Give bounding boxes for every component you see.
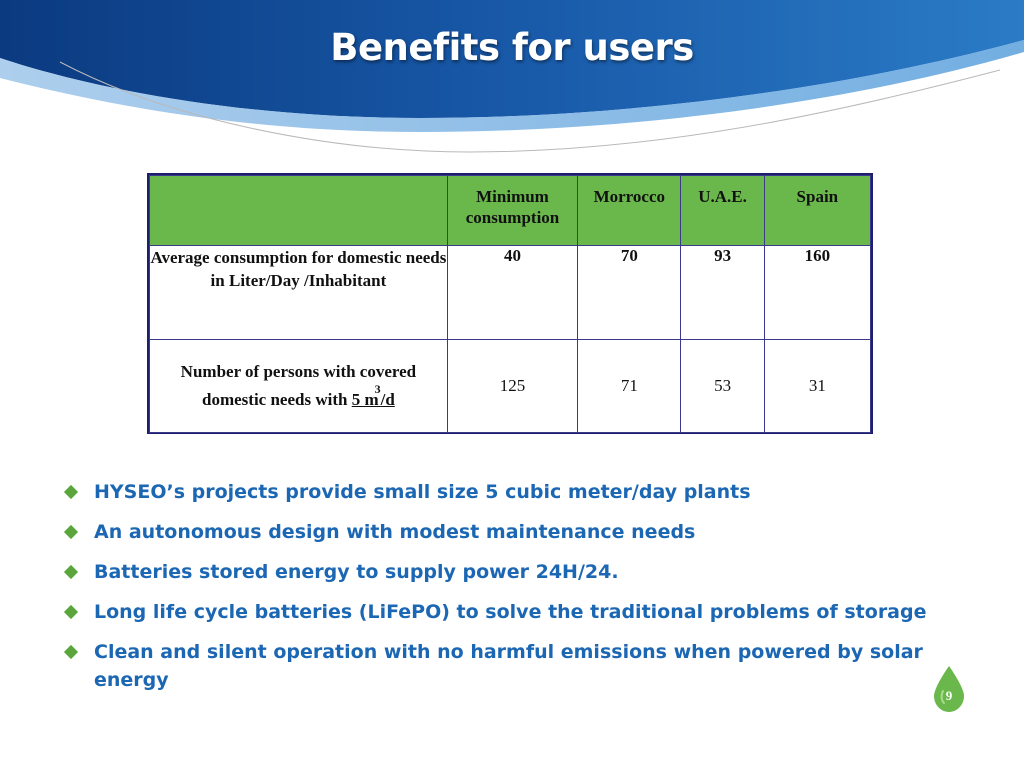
table-cell: 71 <box>577 339 682 433</box>
list-item: HYSEO’s projects provide small size 5 cu… <box>62 478 952 506</box>
table-cell: 40 <box>446 245 579 340</box>
diamond-bullet-icon <box>63 604 79 620</box>
table-cell: 160 <box>763 245 872 340</box>
slide-title: Benefits for users <box>330 26 694 69</box>
diamond-bullet-icon <box>63 484 79 500</box>
list-item: An autonomous design with modest mainten… <box>62 518 952 546</box>
list-item: Long life cycle batteries (LiFePO) to so… <box>62 598 952 626</box>
row-label: Number of persons with covered domestic … <box>149 339 448 433</box>
header-wave-decoration <box>0 0 1024 153</box>
table-header-cell <box>149 175 448 246</box>
unit-suffix: /d <box>380 389 395 409</box>
table-header-cell: Spain <box>763 175 872 246</box>
table-row: Number of persons with covered domestic … <box>149 339 872 433</box>
table-cell: 125 <box>446 339 579 433</box>
unit-superscript: 3 <box>374 381 381 396</box>
diamond-bullet-icon <box>63 564 79 580</box>
benefits-list: HYSEO’s projects provide small size 5 cu… <box>62 478 952 706</box>
page-number-badge: 9 <box>932 665 966 713</box>
row-label-unit: 5 m3/d <box>351 382 395 409</box>
diamond-bullet-icon <box>63 644 79 660</box>
table-cell: 70 <box>577 245 682 340</box>
list-item: Batteries stored energy to supply power … <box>62 558 952 586</box>
table-header-cell: Minimum consumption <box>446 175 579 246</box>
unit-value: 5 m <box>351 389 379 409</box>
list-item: Clean and silent operation with no harmf… <box>62 638 952 694</box>
table-row: Average consumption for domestic needs i… <box>149 245 872 340</box>
list-item-text: HYSEO’s projects provide small size 5 cu… <box>94 481 751 503</box>
water-drop-icon <box>934 666 964 712</box>
list-item-text: Clean and silent operation with no harmf… <box>94 641 923 691</box>
list-item-text: Long life cycle batteries (LiFePO) to so… <box>94 601 927 623</box>
table-cell: 31 <box>763 339 872 433</box>
list-item-text: Batteries stored energy to supply power … <box>94 561 619 583</box>
table-header-row: Minimum consumption Morrocco U.A.E. Spai… <box>149 175 872 246</box>
table-cell: 93 <box>680 245 765 340</box>
row-label-text: Number of persons with covered domestic … <box>180 361 417 409</box>
list-item-text: An autonomous design with modest mainten… <box>94 521 696 543</box>
consumption-table: Minimum consumption Morrocco U.A.E. Spai… <box>147 173 873 434</box>
row-label: Average consumption for domestic needs i… <box>149 245 448 340</box>
table-cell: 53 <box>680 339 765 433</box>
table-header-cell: U.A.E. <box>680 175 765 246</box>
diamond-bullet-icon <box>63 524 79 540</box>
page-number: 9 <box>945 688 953 703</box>
table-header-cell: Morrocco <box>577 175 682 246</box>
